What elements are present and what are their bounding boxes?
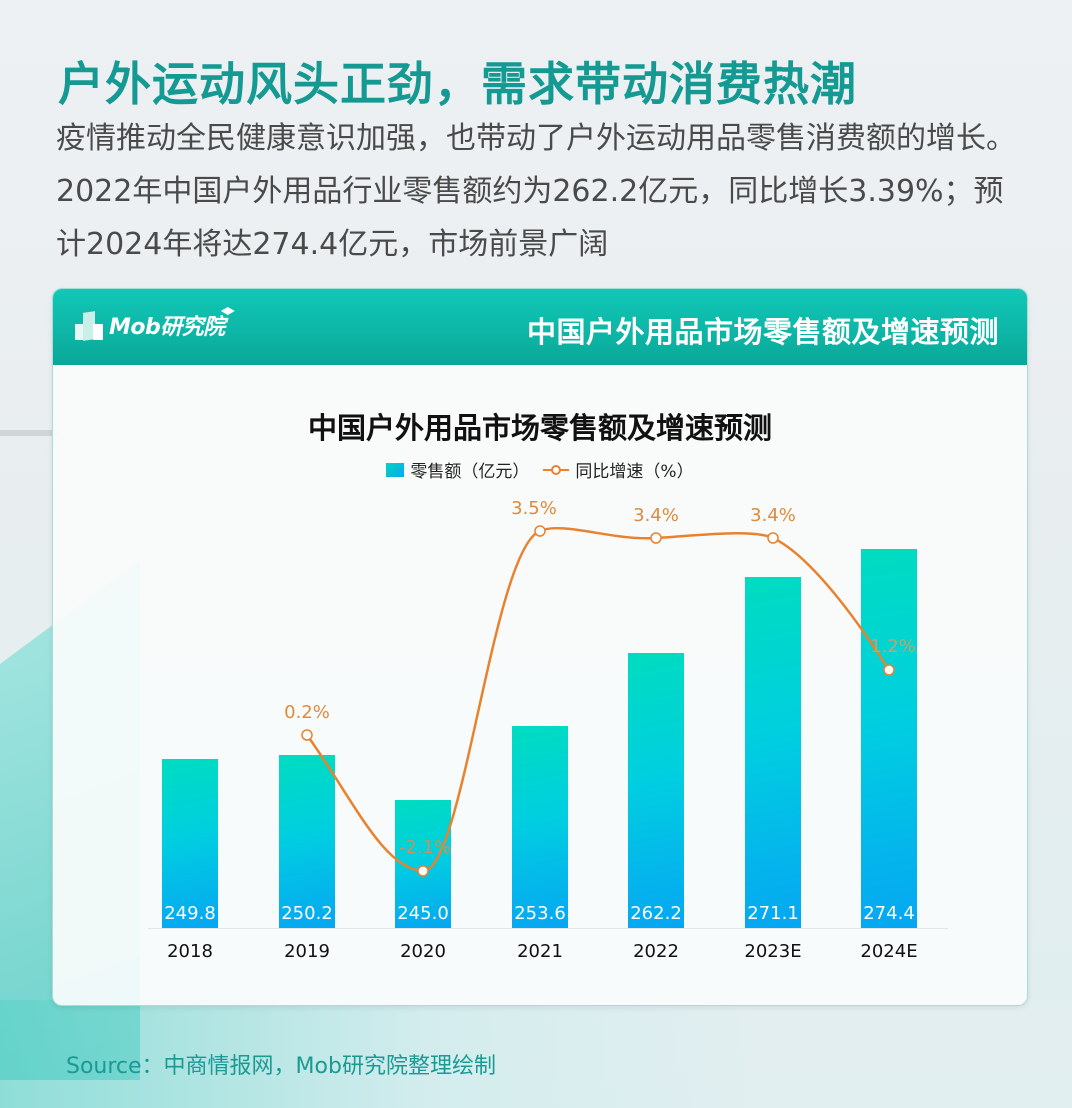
bar-value-label: 262.2: [630, 903, 682, 924]
line-point-2020[interactable]: [417, 865, 429, 877]
bar-2018[interactable]: 249.8: [162, 759, 218, 928]
legend-label: 同比增速（%）: [575, 462, 694, 482]
intro-paragraph: 疫情推动全民健康意识加强，也带动了户外运动用品零售消费额的增长。2022年中国户…: [56, 121, 1016, 262]
legend-item-sales[interactable]: 零售额（亿元）: [386, 457, 529, 482]
building-bars-logo-icon: [73, 310, 105, 341]
x-tick-label: 2019: [284, 941, 330, 962]
bar-2023e[interactable]: 271.1: [745, 577, 801, 928]
growth-value-label: 3.4%: [750, 505, 796, 526]
chart-legend: 零售额（亿元） 同比增速（%）: [53, 457, 1027, 482]
line-marker-icon: [543, 463, 570, 477]
x-tick-label: 2021: [517, 941, 563, 962]
growth-value-label: 1.2%: [870, 636, 916, 657]
growth-value-label: 0.2%: [284, 702, 330, 723]
legend-label: 零售额（亿元）: [410, 462, 530, 482]
line-point-2019[interactable]: [301, 729, 313, 741]
bar-value-label: 245.0: [397, 903, 449, 924]
x-tick-label: 2023E: [744, 941, 802, 962]
bar-value-label: 271.1: [747, 903, 799, 924]
bar-2019[interactable]: 250.2: [279, 755, 335, 928]
growth-line-series: [301, 525, 895, 877]
graduation-cap-icon: [220, 307, 235, 315]
chart-card: Mob研究院 中国户外用品市场零售额及增速预测 中国户外用品市场零售额及增速预测…: [52, 288, 1028, 1006]
bar-swatch-icon: [386, 462, 405, 477]
x-tick-label: 2024E: [860, 941, 918, 962]
line-point-2021[interactable]: [534, 525, 546, 537]
bar-value-label: 274.4: [863, 903, 915, 924]
x-tick-label: 2022: [633, 941, 679, 962]
bar-2024e[interactable]: 274.4: [861, 549, 917, 928]
background-decoration: [0, 430, 60, 436]
x-tick-label: 2020: [400, 941, 446, 962]
bar-value-label: 249.8: [164, 903, 216, 924]
growth-value-label: 3.4%: [633, 505, 679, 526]
bar-value-label: 250.2: [281, 903, 333, 924]
x-tick-label: 2018: [167, 941, 213, 962]
line-point-2024e[interactable]: [883, 664, 895, 676]
page-headline: 户外运动风头正劲，需求带动消费热潮: [58, 57, 857, 111]
bar-2020[interactable]: 245.0: [395, 800, 451, 928]
bar-value-label: 253.6: [514, 903, 566, 924]
source-note: Source：中商情报网，Mob研究院整理绘制: [66, 1054, 496, 1079]
logo-text: Mob研究院: [109, 315, 225, 340]
line-point-2022[interactable]: [650, 532, 662, 544]
card-header-title: 中国户外用品市场零售额及增速预测: [526, 315, 999, 349]
growth-value-label: 3.5%: [511, 498, 557, 519]
bar-2021[interactable]: 253.6: [512, 726, 568, 928]
legend-item-growth[interactable]: 同比增速（%）: [543, 457, 694, 482]
bar-2022[interactable]: 262.2: [628, 653, 684, 928]
x-axis-line: [148, 928, 948, 929]
chart-title: 中国户外用品市场零售额及增速预测: [307, 411, 772, 445]
mob-logo: Mob研究院: [73, 305, 235, 345]
card-header: Mob研究院 中国户外用品市场零售额及增速预测: [53, 289, 1027, 365]
plot-area: 249.8 250.2 245.0 253.6 262.2 271.1 274.…: [53, 289, 1027, 1005]
line-point-2023e[interactable]: [767, 532, 779, 544]
growth-value-label: -2.1%: [398, 837, 452, 858]
